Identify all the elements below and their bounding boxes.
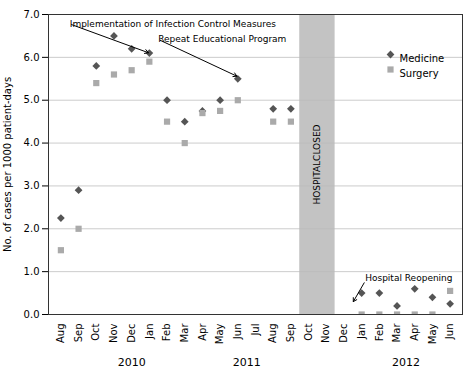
svg-text:Mar: Mar xyxy=(391,323,402,343)
svg-text:Sep: Sep xyxy=(285,324,296,343)
svg-text:Jul: Jul xyxy=(250,324,261,337)
svg-text:Surgery: Surgery xyxy=(400,68,439,79)
svg-text:Oct: Oct xyxy=(303,323,314,340)
svg-text:2010: 2010 xyxy=(118,356,146,369)
svg-text:Dec: Dec xyxy=(338,324,349,343)
svg-text:Nov: Nov xyxy=(108,323,119,343)
svg-text:Feb: Feb xyxy=(374,324,385,342)
svg-text:HOSPITALCLOSED: HOSPITALCLOSED xyxy=(312,124,322,204)
svg-text:2012: 2012 xyxy=(392,356,420,369)
svg-text:Jun: Jun xyxy=(444,324,455,341)
svg-text:Dec: Dec xyxy=(126,324,137,343)
svg-text:Sep: Sep xyxy=(73,324,84,343)
svg-text:Mar: Mar xyxy=(179,323,190,343)
svg-text:Apr: Apr xyxy=(197,323,208,341)
svg-text:Jan: Jan xyxy=(144,324,155,340)
svg-text:Hospital Reopening: Hospital Reopening xyxy=(365,273,452,283)
svg-text:Feb: Feb xyxy=(161,324,172,342)
svg-text:Oct: Oct xyxy=(90,323,101,340)
svg-text:Repeat Educational Program: Repeat Educational Program xyxy=(158,34,286,44)
svg-text:Medicine: Medicine xyxy=(400,53,445,64)
svg-text:2011: 2011 xyxy=(233,356,261,369)
svg-text:Aug: Aug xyxy=(55,324,66,344)
svg-text:1.0: 1.0 xyxy=(24,266,40,277)
svg-text:4.0: 4.0 xyxy=(24,137,40,148)
svg-text:5.0: 5.0 xyxy=(24,94,40,105)
svg-text:Nov: Nov xyxy=(320,323,331,343)
svg-text:May: May xyxy=(427,323,438,344)
svg-text:6.0: 6.0 xyxy=(24,52,40,63)
svg-text:May: May xyxy=(214,323,225,344)
svg-text:0.0: 0.0 xyxy=(24,309,40,320)
svg-text:7.0: 7.0 xyxy=(24,9,40,20)
svg-text:Aug: Aug xyxy=(267,324,278,344)
svg-text:2.0: 2.0 xyxy=(24,223,40,234)
svg-text:Apr: Apr xyxy=(409,323,420,341)
svg-text:Jun: Jun xyxy=(232,324,243,341)
svg-text:Jan: Jan xyxy=(356,324,367,340)
svg-text:Implementation of Infection Co: Implementation of Infection Control Meas… xyxy=(70,19,277,29)
svg-text:No. of cases per 1000 patient-: No. of cases per 1000 patient-days xyxy=(2,77,13,252)
svg-text:3.0: 3.0 xyxy=(24,180,40,191)
